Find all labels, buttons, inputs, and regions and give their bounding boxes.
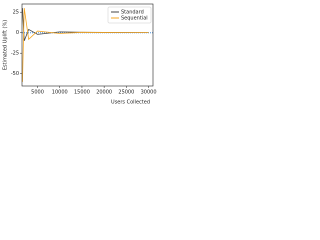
y-tick-label: 0 — [16, 30, 19, 36]
y-tick-label: -50 — [11, 71, 19, 77]
y-tick-label: -25 — [11, 51, 19, 57]
y-tick-label: 25 — [13, 10, 19, 16]
x-tick-label: 30000 — [141, 90, 157, 96]
y-axis-label: Estimated Uplift (%) — [3, 20, 9, 70]
legend-box — [107, 6, 152, 24]
plot-frame — [21, 3, 154, 87]
x-tick-label: 5000 — [31, 90, 44, 96]
series-line — [22, 8, 149, 82]
x-tick-label: 10000 — [52, 90, 68, 96]
legend-label: Standard — [121, 10, 144, 16]
x-tick-label: 15000 — [74, 90, 90, 96]
x-axis-label: Users Collected — [111, 100, 150, 106]
chart: Users Collected Estimated Uplift (%) 250… — [3, 3, 157, 106]
x-tick-label: 20000 — [96, 90, 112, 96]
x-tick-label: 25000 — [118, 90, 134, 96]
legend-label: Sequential — [121, 16, 148, 22]
